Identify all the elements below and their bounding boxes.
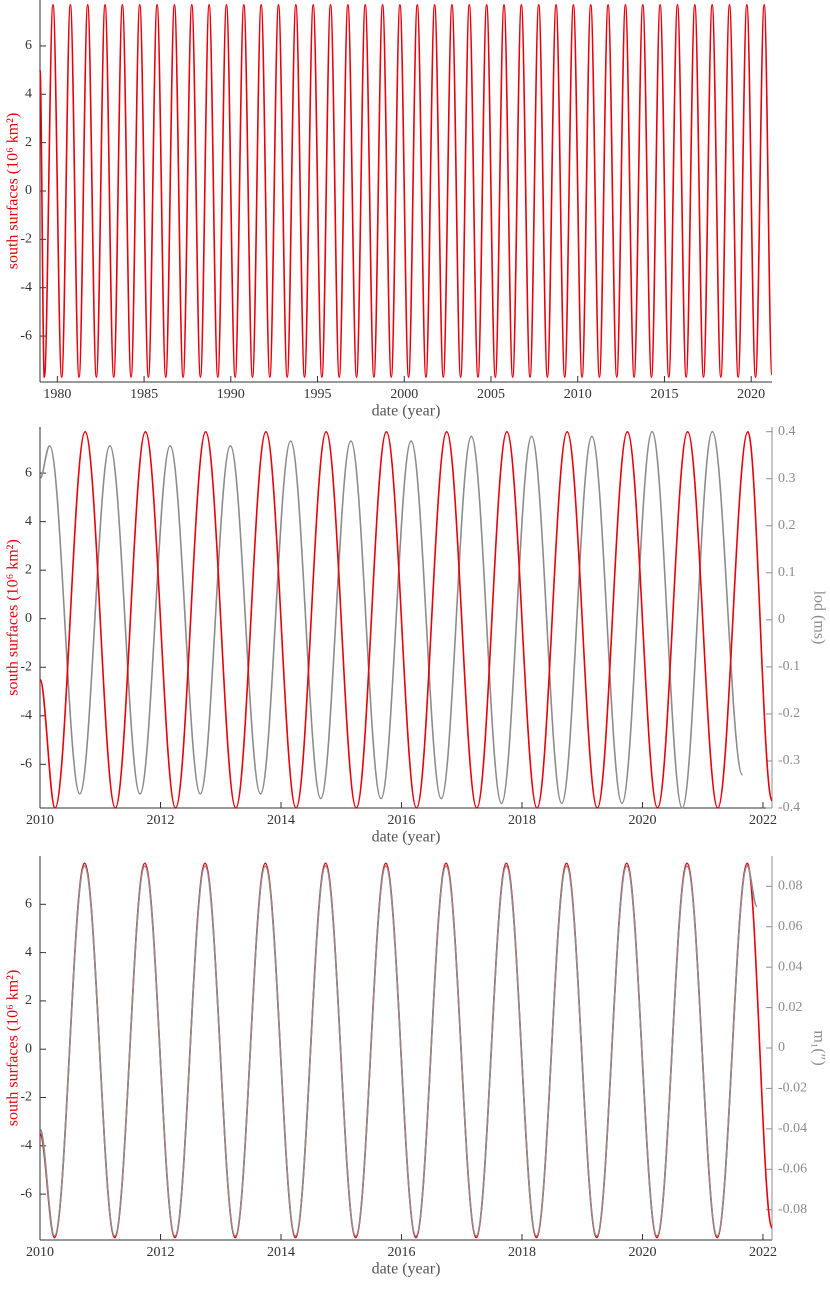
y-tick-label: 0 [25, 611, 32, 626]
y-tick-label: -6 [20, 328, 32, 343]
y-tick-label: 0 [25, 183, 32, 198]
y-tick-label: 4 [25, 87, 32, 102]
y-tick-label: 4 [25, 945, 32, 960]
x-tick-label: 2012 [146, 813, 174, 828]
x-tick-label: 2016 [387, 813, 415, 828]
y-tick-label: 2 [25, 562, 32, 577]
x-tick-label: 2020 [628, 1245, 656, 1260]
x-axis-label: date (year) [372, 829, 441, 846]
x-tick-label: 2020 [628, 813, 656, 828]
series-line [39, 862, 773, 1239]
x-tick-label: 2005 [477, 387, 505, 402]
y-axis-label: south surfaces (10⁶ km²) [5, 539, 22, 696]
y-tick-label: -4 [20, 280, 32, 295]
x-tick-label: 2010 [26, 1245, 54, 1260]
x-tick-label: 2014 [267, 813, 295, 828]
x-tick-label: 2000 [390, 387, 418, 402]
x-tick-label: 2020 [737, 387, 765, 402]
y2-tick-label: -0.1 [778, 659, 800, 674]
x-tick-label: 2022 [749, 1245, 777, 1260]
y-tick-label: 4 [25, 514, 32, 529]
y2-tick-label: -0.04 [778, 1121, 807, 1136]
y2-tick-label: 0.2 [778, 518, 796, 533]
y-tick-label: -4 [20, 708, 32, 723]
x-tick-label: 1990 [217, 387, 245, 402]
y-axis-label: south surfaces (10⁶ km²) [5, 970, 22, 1127]
y-tick-label: -4 [20, 1138, 32, 1153]
series-line [39, 865, 758, 1237]
x-tick-label: 2014 [267, 1245, 295, 1260]
x-tick-label: 2022 [749, 813, 777, 828]
y2-tick-label: -0.3 [778, 753, 800, 768]
y-tick-label: -2 [20, 659, 32, 674]
y-tick-label: 6 [25, 38, 32, 53]
series-line [39, 4, 773, 378]
y2-tick-label: 0.02 [778, 1000, 803, 1015]
x-tick-label: 2010 [26, 813, 54, 828]
y-tick-label: -6 [20, 1186, 32, 1201]
y2-axis-label: m₁(″) [810, 1030, 827, 1065]
x-tick-label: 1985 [130, 387, 158, 402]
y-tick-label: -2 [20, 1090, 32, 1105]
y-tick-label: 2 [25, 135, 32, 150]
x-tick-label: 2018 [508, 813, 536, 828]
x-tick-label: 2016 [387, 1245, 415, 1260]
y-tick-label: 6 [25, 897, 32, 912]
y2-tick-label: 0.4 [778, 424, 796, 439]
x-tick-label: 2012 [146, 1245, 174, 1260]
x-axis-label: date (year) [372, 1261, 441, 1278]
y-axis-label: south surfaces (10⁶ km²) [5, 113, 22, 270]
y2-axis-label: lod (ms) [810, 591, 827, 645]
y2-tick-label: 0.04 [778, 959, 803, 974]
y2-tick-label: 0.06 [778, 919, 803, 934]
y2-tick-label: 0 [778, 1040, 785, 1055]
y-tick-label: -2 [20, 232, 32, 247]
x-tick-label: 2015 [650, 387, 678, 402]
y2-tick-label: -0.08 [778, 1202, 807, 1217]
x-axis-label: date (year) [372, 403, 441, 420]
x-tick-label: 1995 [304, 387, 332, 402]
series-line [39, 430, 744, 809]
y2-tick-label: 0.08 [778, 879, 803, 894]
y2-tick-label: -0.06 [778, 1161, 807, 1176]
y-tick-label: 2 [25, 993, 32, 1008]
y-tick-label: 0 [25, 1041, 32, 1056]
y2-tick-label: 0.3 [778, 471, 796, 486]
y2-tick-label: -0.2 [778, 706, 800, 721]
y2-tick-label: -0.4 [778, 800, 800, 815]
y2-tick-label: 0 [778, 612, 785, 627]
x-tick-label: 2010 [564, 387, 592, 402]
y2-tick-label: 0.1 [778, 565, 796, 580]
y2-tick-label: -0.02 [778, 1081, 807, 1096]
y-tick-label: 6 [25, 465, 32, 480]
y-tick-label: -6 [20, 757, 32, 772]
series-line [39, 431, 773, 809]
x-tick-label: 1980 [43, 387, 71, 402]
x-tick-label: 2018 [508, 1245, 536, 1260]
